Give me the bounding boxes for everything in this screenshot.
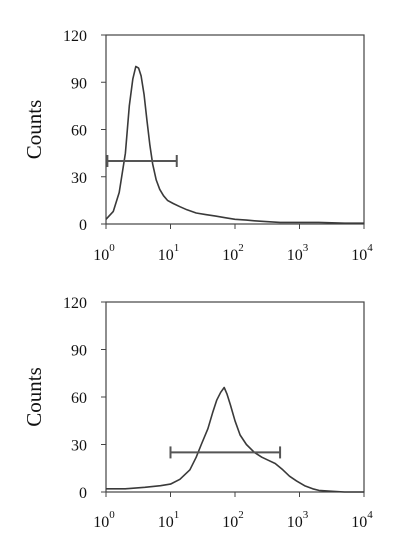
x-tick-exponent: 4 bbox=[367, 509, 373, 521]
plot-frame-1 bbox=[105, 34, 365, 225]
y-tick-label: 90 bbox=[71, 75, 87, 92]
y-ticks-2: 0 30 60 90 120 bbox=[63, 295, 106, 502]
x-tick-base: 10 bbox=[222, 514, 238, 531]
y-tick-label: 120 bbox=[63, 28, 87, 45]
x-ticks-2: 100 101 102 103 104 bbox=[93, 492, 373, 531]
x-tick-base: 10 bbox=[287, 514, 303, 531]
y-tick-label: 60 bbox=[71, 123, 87, 140]
y-tick-label: 90 bbox=[71, 343, 87, 360]
x-tick-base: 10 bbox=[158, 514, 174, 531]
x-tick-exponent: 1 bbox=[174, 242, 180, 254]
x-tick-base: 10 bbox=[287, 247, 303, 264]
x-tick-exponent: 3 bbox=[303, 242, 309, 254]
gate-marker-1 bbox=[106, 155, 178, 167]
y-tick-label: 30 bbox=[71, 170, 87, 187]
x-tick-exponent: 0 bbox=[109, 242, 115, 254]
y-tick-label: 60 bbox=[71, 390, 87, 407]
x-tick-label: 102 bbox=[222, 242, 244, 264]
histogram-line-2 bbox=[106, 386, 364, 493]
x-tick-base: 10 bbox=[93, 247, 109, 264]
x-ticks-1: 100 101 102 103 104 bbox=[93, 224, 373, 264]
x-tick-exponent: 3 bbox=[303, 509, 309, 521]
x-tick-label: 102 bbox=[222, 509, 244, 531]
y-tick-label: 120 bbox=[63, 295, 87, 312]
x-tick-base: 10 bbox=[158, 247, 174, 264]
x-tick-base: 10 bbox=[222, 247, 238, 264]
x-tick-base: 10 bbox=[351, 247, 367, 264]
x-tick-label: 104 bbox=[351, 509, 373, 531]
x-tick-exponent: 2 bbox=[238, 242, 244, 254]
y-tick-label: 0 bbox=[79, 485, 87, 502]
chart-panel-1: 0 30 60 90 120 100 101 102 103 104 Count… bbox=[22, 28, 373, 264]
x-tick-exponent: 1 bbox=[174, 509, 180, 521]
x-tick-exponent: 2 bbox=[238, 509, 244, 521]
x-tick-label: 104 bbox=[351, 242, 373, 264]
x-tick-label: 101 bbox=[158, 509, 180, 531]
chart-panel-2: 0 30 60 90 120 100 101 102 103 104 Count… bbox=[22, 295, 373, 531]
x-tick-label: 101 bbox=[158, 242, 180, 264]
y-tick-label: 0 bbox=[79, 217, 87, 234]
x-tick-label: 103 bbox=[287, 242, 309, 264]
x-tick-label: 103 bbox=[287, 509, 309, 531]
x-tick-exponent: 4 bbox=[367, 242, 373, 254]
y-ticks-1: 0 30 60 90 120 bbox=[63, 28, 106, 234]
x-tick-label: 100 bbox=[93, 509, 115, 531]
x-tick-label: 100 bbox=[93, 242, 115, 264]
x-tick-exponent: 0 bbox=[109, 509, 115, 521]
y-axis-label-2: Counts bbox=[22, 367, 46, 427]
y-tick-label: 30 bbox=[71, 438, 87, 455]
histogram-line-1 bbox=[105, 65, 364, 224]
x-tick-base: 10 bbox=[93, 514, 109, 531]
gate-marker-2 bbox=[169, 446, 282, 459]
x-tick-base: 10 bbox=[351, 514, 367, 531]
plot-frame-2 bbox=[105, 301, 365, 493]
y-axis-label-1: Counts bbox=[22, 100, 46, 160]
